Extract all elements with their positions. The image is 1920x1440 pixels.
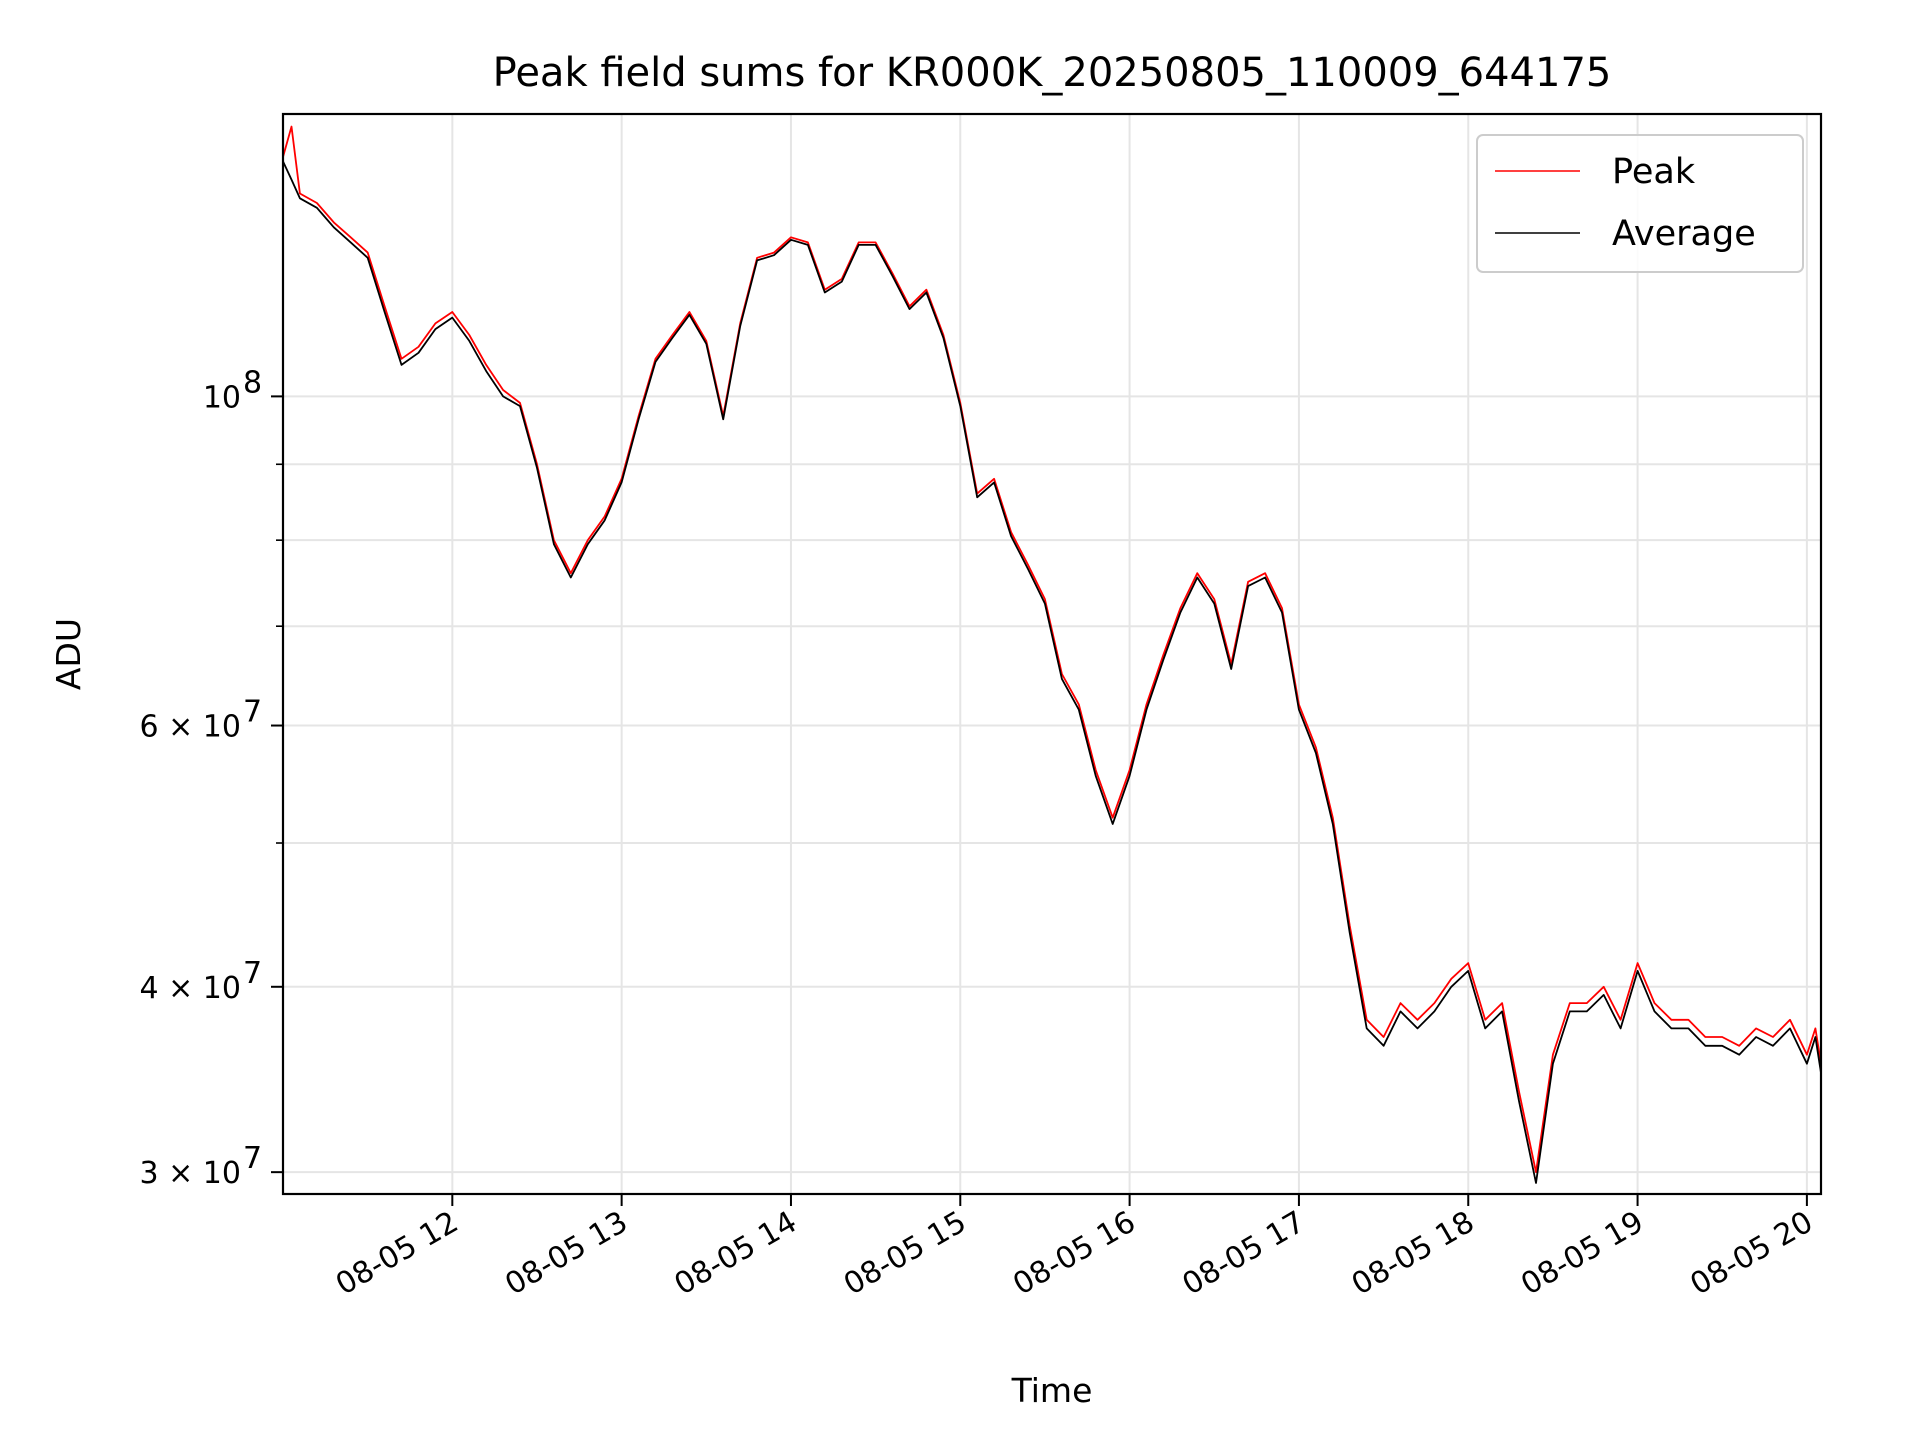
legend-label-average: Average bbox=[1612, 214, 1756, 254]
y-tick-exponent: 8 bbox=[243, 365, 262, 400]
legend-label-peak: Peak bbox=[1612, 152, 1696, 192]
y-tick-label: 4 × 10 bbox=[140, 971, 241, 1006]
y-tick-exponent: 7 bbox=[243, 695, 262, 730]
y-tick-exponent: 7 bbox=[243, 956, 262, 991]
y-tick-label: 3 × 10 bbox=[140, 1156, 241, 1191]
y-tick-label: 6 × 10 bbox=[140, 710, 241, 745]
series-line-average bbox=[282, 161, 1822, 1184]
series-line-peak bbox=[282, 125, 1822, 1174]
y-tick-label: 10 bbox=[203, 380, 241, 415]
legend: Peak Average bbox=[1476, 134, 1804, 273]
y-tick-exponent: 7 bbox=[243, 1141, 262, 1176]
series-layer bbox=[282, 125, 1822, 1184]
y-axis-title: ADU bbox=[49, 618, 88, 690]
grid bbox=[283, 114, 1821, 1194]
chart-title: Peak field sums for KR000K_20250805_1100… bbox=[493, 50, 1612, 96]
plot-frame bbox=[281, 112, 1823, 1196]
x-axis-title: Time bbox=[1011, 1371, 1093, 1410]
legend-box bbox=[1476, 134, 1804, 273]
y-axis: 10 86 × 10 74 × 10 73 × 10 7 bbox=[140, 365, 283, 1191]
